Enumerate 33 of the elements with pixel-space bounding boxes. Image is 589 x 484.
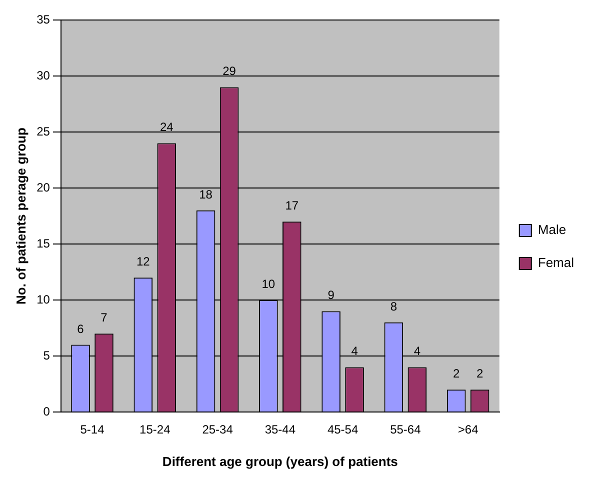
x-tick-label: 45-54 <box>327 422 358 437</box>
x-tick-label: >64 <box>458 422 479 437</box>
x-tick-label: 15-24 <box>140 422 171 437</box>
x-tick-label: 25-34 <box>202 422 234 437</box>
x-axis-title: Different age group (years) of patients <box>162 454 398 469</box>
y-axis-title: No. of patients perage group <box>13 127 28 304</box>
data-label: 9 <box>328 288 335 302</box>
data-label: 6 <box>77 322 84 336</box>
data-label: 2 <box>452 366 460 381</box>
data-label: 4 <box>351 344 358 358</box>
data-label: 17 <box>285 198 299 213</box>
x-tick-label: 35-44 <box>264 422 296 437</box>
x-tick-label: 5-14 <box>80 422 105 437</box>
y-tick-label: 15 <box>36 236 50 250</box>
x-tick-label: 55-64 <box>390 422 422 437</box>
data-label: 12 <box>136 254 150 269</box>
legend-label: Femal <box>538 255 574 270</box>
data-label: 29 <box>222 64 236 78</box>
y-tick-label: 25 <box>36 124 50 138</box>
data-label: 2 <box>476 366 484 381</box>
y-tick-label: 5 <box>43 348 50 362</box>
y-tick-label: 0 <box>43 404 50 418</box>
y-tick-label: 20 <box>36 180 50 194</box>
y-tick-label: 30 <box>36 68 50 82</box>
y-tick-label: 35 <box>36 12 50 26</box>
y-tick-label: 10 <box>36 292 50 306</box>
data-label: 18 <box>199 187 213 202</box>
data-label: 8 <box>390 299 398 314</box>
data-label: 24 <box>160 120 174 134</box>
data-label: 4 <box>414 344 421 358</box>
legend-label: Male <box>538 222 566 238</box>
data-label: 7 <box>100 310 108 325</box>
data-label: 10 <box>262 277 276 291</box>
